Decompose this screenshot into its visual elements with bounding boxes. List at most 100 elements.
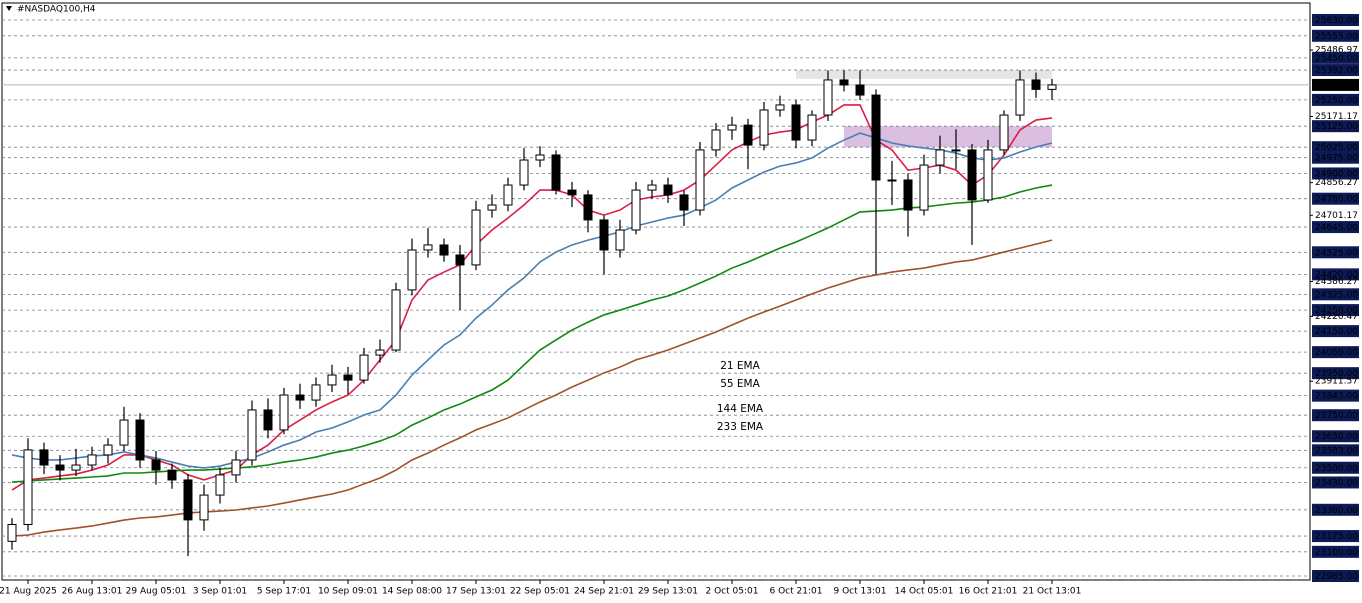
x-tick-label: 5 Sep 17:01 [257,587,311,597]
y-tick-box [1312,268,1359,281]
y-tick-label: 23950.00 [1315,369,1358,379]
y-tick-label: 25025.00 [1315,143,1358,153]
candle-body [39,449,49,466]
candle-body [263,409,273,431]
candle-body [343,374,353,381]
y-tick-box [1312,367,1359,380]
y-tick-box [1312,570,1359,583]
candle-body [119,419,129,446]
y-tick-box [1312,409,1359,422]
candle-body [1015,79,1025,116]
x-tick-label: 29 Aug 05:01 [126,587,187,597]
candle-body [375,349,385,356]
candle-body [967,149,977,201]
candle-body [183,479,193,521]
x-tick-label: 29 Sep 13:01 [638,587,698,597]
candle-body [103,444,113,456]
candle-body [135,419,145,461]
y-tick-label: 24645.00 [1315,223,1358,233]
current-price-label: 25321.24 [1315,81,1358,91]
y-tick-box [1312,430,1359,443]
x-tick-label: 21 Oct 13:01 [1023,587,1082,597]
candle-body [983,149,993,201]
y-tick-box [1312,304,1359,317]
y-tick-box [1312,503,1359,516]
candle-body [871,94,881,181]
candle-body [55,464,65,471]
ema-line [11,184,1053,483]
x-tick-label: 14 Oct 05:01 [895,587,954,597]
candle-body [999,114,1009,151]
y-tick-box [1312,93,1359,106]
x-tick-label: 9 Oct 13:01 [834,587,887,597]
x-tick-label: 10 Sep 09:01 [318,587,378,597]
y-tick-box [1312,29,1359,42]
candle-body [7,524,17,542]
y-tick-box [1312,346,1359,359]
candle-body [599,219,609,251]
candle-body [1031,79,1041,90]
x-tick-label: 26 Aug 13:01 [62,587,123,597]
y-tick-label: 23583.00 [1315,446,1358,456]
candle-body [903,179,913,211]
y-tick-label: 25392.00 [1315,66,1358,76]
candle-body [279,394,289,431]
y-tick-label: 23650.00 [1315,432,1358,442]
y-tick-box [1312,545,1359,558]
y-tick-label: 23843.00 [1315,392,1358,402]
candle-body [823,79,833,116]
candle-body [663,184,673,196]
y-tick-label: 25555.00 [1315,32,1358,42]
x-tick-label: 24 Sep 21:01 [574,587,634,597]
y-tick-label: 23300.00 [1315,506,1358,516]
y-tick-box [1312,246,1359,259]
y-tick-box [1312,461,1359,474]
candle-body [199,494,209,521]
candle-body [855,84,865,96]
minor-tick-label: 25171.17 [1315,112,1358,122]
minor-tick-label: 24220.47 [1315,312,1358,322]
plot-frame [1,2,1311,581]
legend-entry: 55 EMA [720,378,760,390]
menu-arrow[interactable] [6,6,12,11]
candle-body [535,154,545,161]
y-tick-label: 23175.00 [1315,532,1358,542]
candle-body [951,149,961,152]
candle-body [887,179,897,182]
candle-body [215,474,225,496]
candle-body [631,189,641,231]
candle-body [359,354,369,381]
candle-body [807,114,817,141]
y-tick-box [1312,389,1359,402]
y-tick-label: 24420.00 [1315,270,1358,280]
y-tick-label: 24325.00 [1315,290,1358,300]
y-tick-box [1312,221,1359,234]
candle-body [151,459,161,471]
candle-body [679,194,689,211]
y-tick-box [1312,288,1359,301]
candle-body [327,374,337,386]
candle-body [439,244,449,256]
y-tick-label: 23750.00 [1315,411,1358,421]
minor-tick-label: 24386.27 [1315,277,1358,287]
candle-body [231,459,241,476]
candle-body [695,149,705,211]
y-tick-label: 25250.00 [1315,96,1358,106]
candle-body [711,129,721,151]
y-tick-box [1312,64,1359,77]
candle-body [167,469,177,481]
candle-body [503,184,513,206]
candle-body [407,249,417,291]
y-tick-box [1312,325,1359,338]
candle-body [487,204,497,211]
x-tick-label: 6 Oct 21:01 [770,587,823,597]
candle-body [23,449,33,526]
candle-body [743,124,753,146]
y-tick-box [1312,530,1359,543]
legend-entry: 21 EMA [720,360,760,372]
x-tick-label: 2 Oct 05:01 [706,587,759,597]
current-price-box [1312,78,1359,91]
x-tick-label: 16 Oct 21:01 [959,587,1018,597]
candle-body [791,104,801,141]
